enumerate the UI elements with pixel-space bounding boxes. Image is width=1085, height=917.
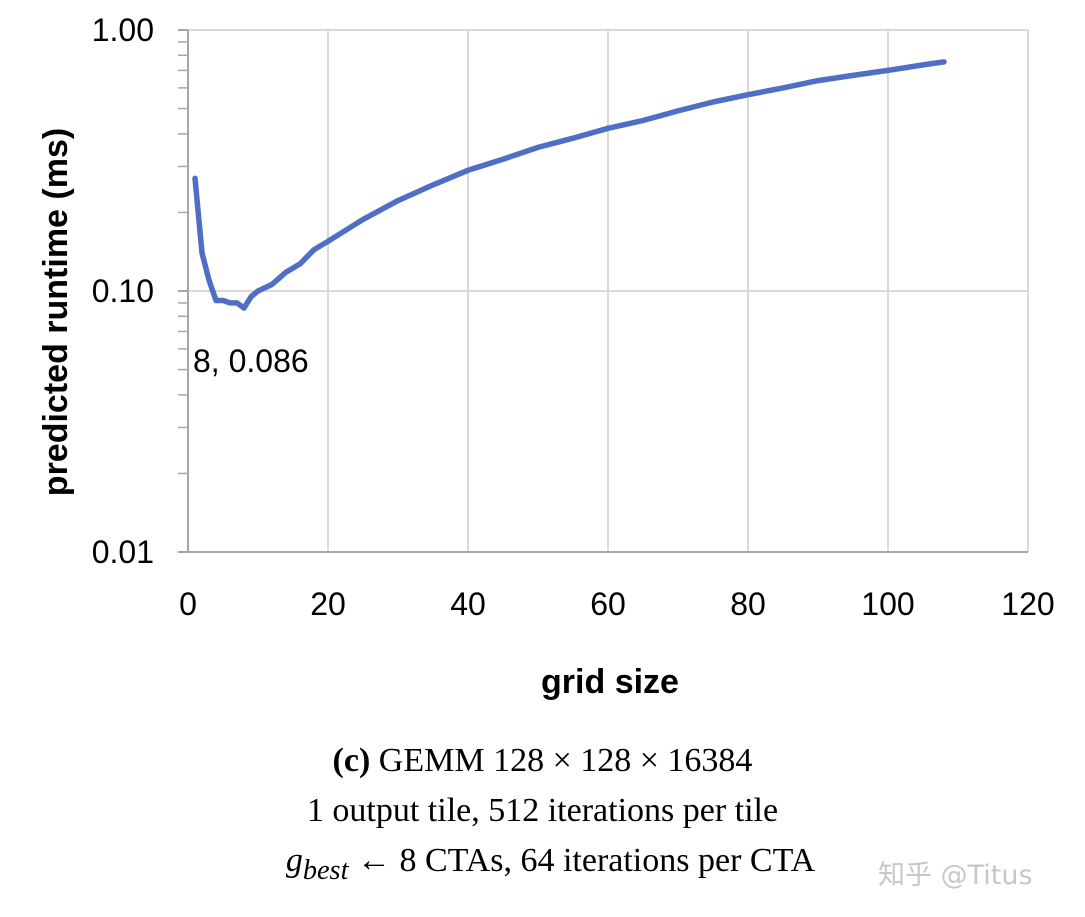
x-tick-label: 60 [590, 586, 626, 622]
caption-line-1: (c) GEMM 128 × 128 × 16384 [0, 742, 1085, 780]
x-tick-label: 120 [1001, 586, 1054, 622]
minor-ticks [178, 29, 188, 553]
annotation-label: 8, 0.086 [193, 343, 309, 379]
y-axis-title: predicted runtime (ms) [37, 128, 75, 496]
caption-text-3: ← 8 CTAs, 64 iterations per CTA [348, 842, 816, 879]
chart: 0 20 40 60 80 100 120 0.01 0.10 1.00 8, 0.086 gri… [37, 12, 1055, 701]
x-tick-label: 0 [179, 586, 197, 622]
caption-title: GEMM 128 × 128 × 16384 [378, 742, 753, 779]
caption-label: (c) [332, 742, 371, 779]
y-tick-label: 0.01 [92, 534, 154, 570]
x-tick-label: 100 [861, 586, 914, 622]
caption-line-3: gbest ← 8 CTAs, 64 iterations per CTA [8, 842, 1085, 887]
x-tick-label: 40 [450, 586, 486, 622]
x-tick-label: 80 [730, 586, 766, 622]
caption-line-2: 1 output tile, 512 iterations per tile [0, 792, 1085, 830]
series-line [192, 59, 947, 311]
watermark: 知乎 @Titus [878, 860, 1033, 891]
x-axis-title: grid size [541, 663, 679, 701]
caption-g-var: g [285, 842, 303, 879]
gridlines [188, 29, 1029, 552]
x-tick-label: 20 [310, 586, 346, 622]
caption-g-sub: best [302, 854, 349, 886]
y-tick-label: 1.00 [92, 12, 154, 48]
caption-text-2: 1 output tile, 512 iterations per tile [306, 792, 779, 829]
tick-labels: 0 20 40 60 80 100 120 0.01 0.10 1.00 [92, 12, 1055, 622]
series [192, 59, 947, 311]
axes [187, 30, 1028, 553]
y-tick-label: 0.10 [92, 273, 154, 309]
